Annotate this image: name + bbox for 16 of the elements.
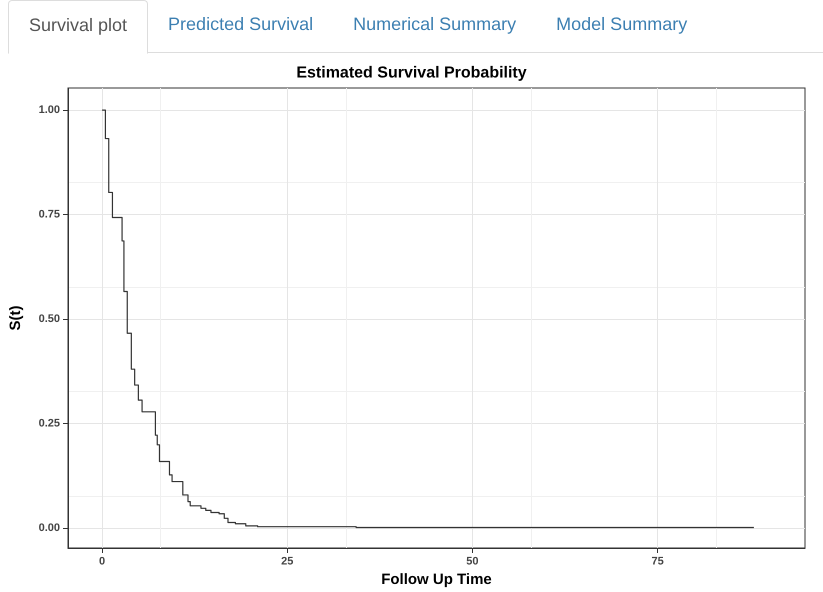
x-axis-title: Follow Up Time: [381, 570, 492, 588]
text: Survival plot: [8, 0, 148, 54]
y-tick-label: 0.75: [38, 208, 60, 221]
text: Numerical Summary: [352, 13, 518, 36]
y-tick-label: 1.00: [38, 104, 60, 116]
text: Model Summary: [555, 13, 688, 36]
text: Predicted Survival: [167, 13, 314, 36]
x-tick-label: 25: [281, 556, 294, 568]
x-tick-label: 50: [466, 556, 479, 568]
y-tick-label: 0.00: [38, 522, 60, 534]
y-tick-label: 0.25: [38, 417, 60, 430]
x-tick-label: 0: [99, 556, 106, 568]
y-tick-label: 0.50: [38, 313, 60, 326]
chart-title: Estimated Survival Probability: [296, 64, 527, 82]
y-axis-title: S(t): [7, 306, 24, 330]
x-tick-label: 75: [651, 556, 664, 568]
